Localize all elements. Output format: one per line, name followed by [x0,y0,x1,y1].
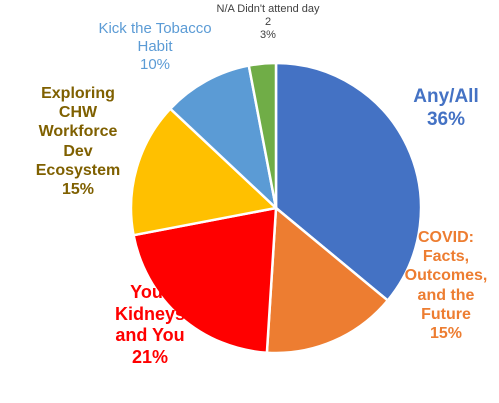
pie-slice [265,205,390,355]
slice-label: Any/All 36% [401,86,491,132]
value-label: 21% [131,346,169,367]
slice-label: Kick the Tobacco Habit 10% [95,20,215,74]
value-label: 15% [61,180,95,198]
category-label: Any/All [413,86,479,107]
pie-slice [129,106,279,237]
slice-label: Exploring CHW Workforce Dev Ecosystem 15% [28,84,128,199]
value-label: 36% [426,108,466,130]
category-label: N/A Didn't attend day 2 [216,3,320,29]
value-label: 3% [260,29,276,42]
value-label: 10% [139,56,171,73]
slice-label: COVID: Facts, Outcomes, and the Future 15… [396,228,496,343]
slice-label: Your Kidneys and You 21% [105,282,195,368]
pie-slice [274,61,423,303]
pie-slice [168,64,278,212]
slice-label: N/A Didn't attend day 2 3% [213,3,323,43]
pie-slice [247,61,278,209]
category-label: Kick the Tobacco Habit [98,20,212,55]
category-label: Exploring CHW Workforce Dev Ecosystem [35,85,121,179]
pie-slice [132,206,278,355]
category-label: Your Kidneys and You [114,282,186,346]
category-label: COVID: Facts, Outcomes, and the Future [404,229,488,323]
value-label: 15% [429,324,463,342]
